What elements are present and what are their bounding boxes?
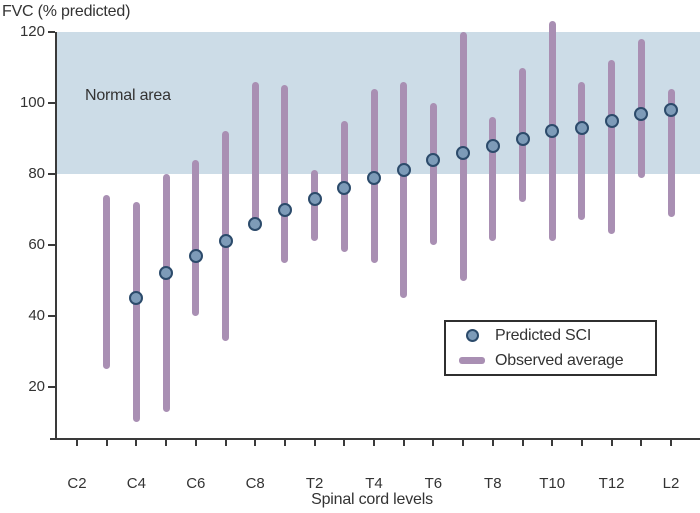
x-axis-tick xyxy=(432,440,435,446)
x-axis-title: Spinal cord levels xyxy=(311,491,433,508)
y-axis-tick-label: 60 xyxy=(28,236,45,253)
predicted-sci-point xyxy=(426,152,441,167)
observed-average-bar xyxy=(667,88,675,217)
x-axis-tick-label: C4 xyxy=(126,475,146,492)
normal-area-label: Normal area xyxy=(85,87,171,104)
observed-average-bar xyxy=(192,159,200,316)
x-axis-tick-label: T10 xyxy=(539,475,566,492)
x-axis-tick xyxy=(640,440,643,446)
predicted-sci-point xyxy=(129,291,144,306)
x-axis-tick xyxy=(580,440,583,446)
observed-average-bar xyxy=(103,195,111,370)
observed-average-bar xyxy=(251,81,259,231)
y-axis-title: FVC (% predicted) xyxy=(2,3,131,20)
x-axis-tick-label: T6 xyxy=(424,475,443,492)
y-axis-tick xyxy=(48,31,55,33)
observed-average-bar xyxy=(429,103,437,245)
x-axis-tick xyxy=(105,440,108,446)
observed-average-bar xyxy=(608,60,616,235)
predicted-sci-point xyxy=(159,266,174,281)
x-axis-tick xyxy=(491,440,494,446)
x-axis-tick xyxy=(135,440,138,446)
predicted-sci-point xyxy=(515,131,530,146)
x-axis-line xyxy=(50,438,700,440)
predicted-sci-point xyxy=(307,191,322,206)
x-axis-tick xyxy=(194,440,197,446)
y-axis-tick-label: 120 xyxy=(19,23,45,40)
observed-average-bar xyxy=(400,81,408,299)
predicted-sci-point xyxy=(545,124,560,139)
x-axis-tick-label: T8 xyxy=(484,475,502,492)
observed-average-marker-icon xyxy=(459,357,485,364)
normal-area-band: Normal area xyxy=(57,32,700,174)
y-axis-tick-label: 20 xyxy=(28,378,45,395)
predicted-sci-point xyxy=(396,163,411,178)
x-axis-tick-label: T12 xyxy=(598,475,625,492)
predicted-sci-point xyxy=(634,106,649,121)
x-axis-tick-label: L2 xyxy=(662,475,680,492)
x-axis-tick xyxy=(76,440,78,446)
y-axis-tick xyxy=(48,173,55,175)
legend-label-observed-average: Observed average xyxy=(495,351,624,369)
x-axis-tick-label: C6 xyxy=(186,475,206,492)
y-axis-tick xyxy=(48,386,55,388)
y-axis-tick-label: 40 xyxy=(28,307,45,324)
y-axis-tick xyxy=(48,102,55,104)
predicted-sci-point xyxy=(337,181,352,196)
x-axis-tick-label: T4 xyxy=(365,475,383,492)
legend: Predicted SCI Observed average xyxy=(444,320,657,376)
predicted-sci-point xyxy=(604,113,619,128)
predicted-sci-marker-icon xyxy=(465,329,479,342)
predicted-sci-point xyxy=(574,120,589,135)
x-axis-tick xyxy=(343,440,346,446)
x-axis-tick xyxy=(551,440,554,446)
predicted-sci-point xyxy=(188,248,203,263)
x-axis-tick-label: T2 xyxy=(305,475,324,492)
y-axis-line xyxy=(55,32,57,440)
x-axis-tick xyxy=(610,440,613,446)
predicted-sci-point xyxy=(277,202,292,217)
x-axis-tick xyxy=(670,440,672,446)
observed-average-bar xyxy=(311,170,319,242)
x-axis-tick xyxy=(373,440,375,446)
predicted-sci-point xyxy=(485,138,500,153)
x-axis-tick xyxy=(402,440,405,446)
y-axis-tick xyxy=(48,315,55,317)
observed-average-bar xyxy=(578,81,586,221)
predicted-sci-point xyxy=(248,216,263,231)
observed-average-bar xyxy=(281,85,289,263)
y-axis-tick-label: 80 xyxy=(28,165,45,182)
predicted-sci-point xyxy=(456,145,471,160)
legend-row-predicted-sci: Predicted SCI xyxy=(455,325,655,347)
x-axis-tick xyxy=(521,440,524,446)
predicted-sci-point xyxy=(367,170,381,185)
y-axis-tick-label: 100 xyxy=(19,94,45,111)
legend-label-predicted-sci: Predicted SCI xyxy=(495,326,592,344)
x-axis-tick xyxy=(254,440,257,446)
plot-area: Normal area 120 100 80 60 40 20 C2 C4 C6 C8 T2 T4 T6… xyxy=(20,21,700,492)
x-axis-tick xyxy=(165,440,168,446)
legend-row-observed-average: Observed average xyxy=(455,350,655,372)
predicted-sci-point xyxy=(218,234,233,249)
x-axis-tick-label: C2 xyxy=(67,475,87,492)
predicted-sci-point xyxy=(664,103,678,118)
observed-average-bar xyxy=(162,174,170,412)
x-axis-tick-label: C8 xyxy=(245,475,265,492)
x-axis-tick xyxy=(313,440,316,446)
x-axis-tick xyxy=(224,440,227,446)
x-axis-tick xyxy=(283,440,286,446)
y-axis-tick xyxy=(48,244,55,246)
x-axis-tick xyxy=(462,440,465,446)
observed-average-bar xyxy=(489,117,497,242)
observed-average-bar xyxy=(132,202,140,423)
